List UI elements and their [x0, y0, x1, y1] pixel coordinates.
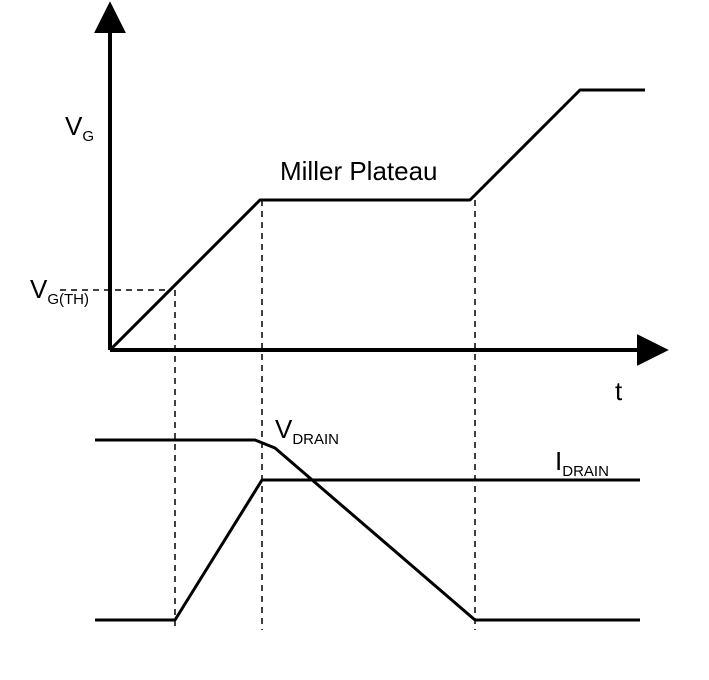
miller-plateau-diagram: VGVG(TH)tMiller PlateauVDRAINIDRAIN [0, 0, 709, 680]
background [0, 0, 709, 680]
x-axis-label: t [615, 376, 623, 406]
plateau-label: Miller Plateau [280, 156, 438, 186]
